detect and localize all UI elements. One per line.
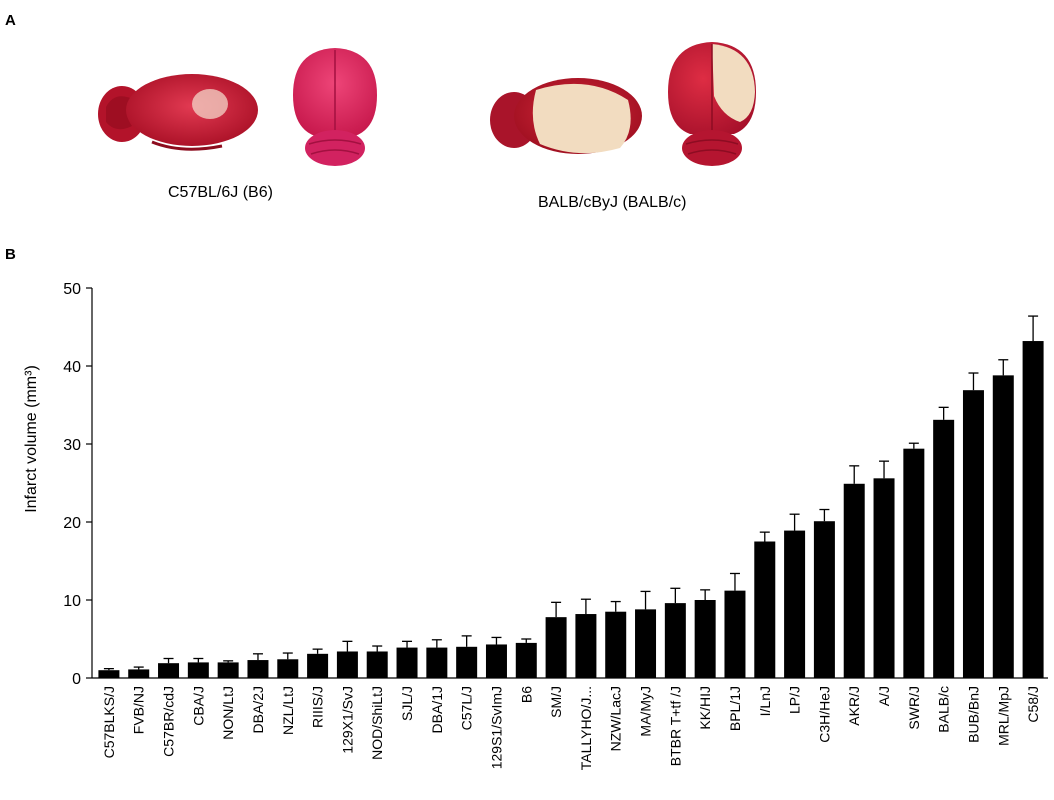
panel-b-label: B bbox=[5, 246, 16, 263]
x-tick-label: I/LnJ bbox=[757, 686, 773, 716]
x-tick-label: FVB/NJ bbox=[131, 686, 147, 734]
y-axis-label: Infarct volume (mm³) bbox=[23, 365, 40, 513]
bar-c57blks-j bbox=[98, 670, 120, 678]
brain-b6-dorsal-image bbox=[293, 48, 377, 166]
x-tick-label: C58/J bbox=[1025, 686, 1041, 723]
bar-kk-hij bbox=[694, 600, 716, 678]
bar-c57br-cdj bbox=[158, 663, 180, 678]
bar-c58-j bbox=[1022, 341, 1044, 678]
brain-balbc-dorsal-image bbox=[668, 42, 756, 166]
x-tick-label: NOD/ShiLtJ bbox=[369, 686, 385, 760]
bar-mrl-mpj bbox=[992, 375, 1014, 678]
bar-sm-j bbox=[545, 617, 567, 678]
bar-fvb-nj bbox=[128, 669, 150, 678]
y-tick-label: 10 bbox=[63, 593, 81, 610]
brain-b6-lateral-image bbox=[98, 74, 258, 151]
x-tick-label: C57BR/cdJ bbox=[161, 686, 177, 757]
y-tick-label: 30 bbox=[63, 437, 81, 454]
y-tick-label: 50 bbox=[63, 281, 81, 298]
bar-129s1-svimj bbox=[485, 644, 507, 678]
x-tick-label: C57L/J bbox=[459, 686, 475, 730]
bar-cba-j bbox=[187, 662, 209, 678]
caption-b6: C57BL/6J (B6) bbox=[168, 184, 273, 201]
bar-tallyho-j bbox=[575, 614, 597, 678]
x-tick-label: AKR/J bbox=[846, 686, 862, 726]
bar-lp-j bbox=[784, 530, 806, 678]
x-tick-label: SJL/J bbox=[399, 686, 415, 721]
bar-riiis-j bbox=[307, 653, 329, 678]
x-tick-label: TALLYHO/J... bbox=[578, 686, 594, 770]
x-tick-label: LP/J bbox=[787, 686, 803, 714]
x-tick-label: KK/HIJ bbox=[697, 686, 713, 730]
x-tick-label: BUB/BnJ bbox=[965, 686, 981, 743]
x-tick-label: 129S1/SvImJ bbox=[488, 686, 504, 769]
bar-dba-2j bbox=[247, 660, 269, 678]
bar-i-lnj bbox=[754, 541, 776, 678]
x-tick-label: A/J bbox=[876, 686, 892, 706]
x-tick-label: BTBR T+tf /J bbox=[667, 686, 683, 766]
x-tick-label: BALB/c bbox=[936, 686, 952, 733]
x-tick-label: C57BLKS/J bbox=[101, 686, 117, 758]
bar-c3h-hej bbox=[813, 521, 835, 678]
x-tick-label: NZW/LacJ bbox=[608, 686, 624, 751]
x-tick-label: NON/LtJ bbox=[220, 686, 236, 740]
bar-c57l-j bbox=[456, 646, 478, 678]
x-tick-label: B6 bbox=[518, 686, 534, 703]
bar-non-ltj bbox=[217, 662, 239, 678]
x-tick-label: CBA/J bbox=[190, 686, 206, 726]
bar-nod-shiltj bbox=[366, 651, 388, 678]
y-tick-label: 20 bbox=[63, 515, 81, 532]
bar-b6 bbox=[515, 642, 537, 678]
infarct-volume-bar-chart: 0 10 20 30 40 50 C57BLKS/J FVB/NJ C57BR/cdJ CBA/… bbox=[23, 281, 1048, 770]
bar-bpl-1j bbox=[724, 590, 746, 678]
x-tick-label: DBA/2J bbox=[250, 686, 266, 733]
x-tick-label: MRL/MpJ bbox=[995, 686, 1011, 746]
caption-balbc: BALB/cByJ (BALB/c) bbox=[538, 194, 687, 211]
bar-balb-c bbox=[933, 419, 955, 678]
brain-balbc-lateral-image bbox=[490, 78, 642, 154]
bar-akr-j bbox=[843, 483, 865, 678]
x-axis-labels: C57BLKS/J FVB/NJ C57BR/cdJ CBA/J NON/LtJ DBA/… bbox=[101, 686, 1041, 770]
y-tick-label: 40 bbox=[63, 359, 81, 376]
bar-dba-1j bbox=[426, 647, 448, 678]
bar-nzl-ltj bbox=[277, 659, 299, 678]
x-tick-label: 129X1/SvJ bbox=[339, 686, 355, 754]
x-tick-label: C3H/HeJ bbox=[816, 686, 832, 743]
y-tick-label: 0 bbox=[72, 671, 81, 688]
bar-swr-j bbox=[903, 448, 925, 678]
x-tick-label: SM/J bbox=[548, 686, 564, 718]
bar-nzw-lacj bbox=[605, 611, 627, 678]
bar-btbr-t-tf-j bbox=[664, 603, 686, 678]
bar-a-j bbox=[873, 478, 895, 678]
bar-sjl-j bbox=[396, 647, 418, 678]
x-tick-label: NZL/LtJ bbox=[280, 686, 296, 735]
bar-ma-myj bbox=[635, 609, 657, 678]
bar-129x1-svj bbox=[336, 651, 358, 678]
bar-bub-bnj bbox=[962, 390, 984, 678]
x-tick-label: DBA/1J bbox=[429, 686, 445, 733]
x-tick-label: MA/MyJ bbox=[638, 686, 654, 737]
x-tick-label: SWR/J bbox=[906, 686, 922, 730]
x-tick-label: BPL/1J bbox=[727, 686, 743, 731]
panel-a-label: A bbox=[5, 12, 16, 29]
bars bbox=[98, 315, 1044, 678]
x-tick-label: RIIIS/J bbox=[310, 686, 326, 728]
